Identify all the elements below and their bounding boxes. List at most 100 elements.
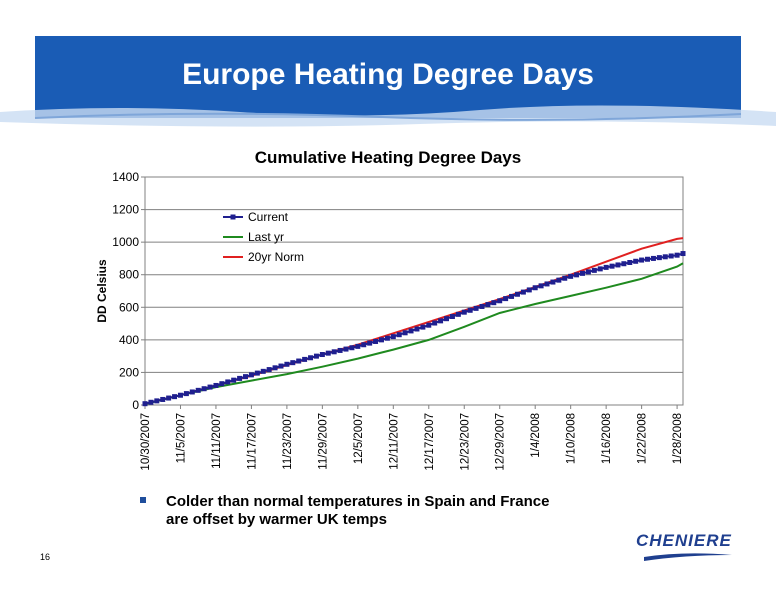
series-point-current <box>538 283 544 289</box>
series-point-current <box>609 263 615 269</box>
series-point-current <box>166 395 172 401</box>
chart-title: Cumulative Heating Degree Days <box>254 148 522 167</box>
x-tick-label: 11/5/2007 <box>175 413 187 463</box>
series-point-current <box>272 365 278 371</box>
cheniere-logo: CHENIERE <box>636 531 732 550</box>
series-point-current <box>432 320 438 326</box>
y-tick-label: 1400 <box>112 170 139 184</box>
header-wave-line <box>34 112 742 121</box>
header-banner: Europe Heating Degree Days <box>0 0 776 135</box>
y-tick-label: 1200 <box>112 203 139 217</box>
series-point-current <box>254 370 260 376</box>
series-point-current <box>331 349 337 355</box>
legend: Current Last yr 20yr Norm <box>223 210 304 264</box>
series-point-current <box>503 296 509 302</box>
series-point-current <box>142 401 148 407</box>
series-point-current <box>455 311 461 317</box>
series-point-current <box>172 394 178 400</box>
x-tick-label: 1/16/2008 <box>601 413 613 464</box>
x-tick-label: 12/23/2007 <box>459 413 471 471</box>
x-tick-label: 1/10/2008 <box>566 413 578 464</box>
series-point-current <box>656 255 662 261</box>
series-point-current <box>225 379 231 385</box>
x-tick-label: 1/4/2008 <box>530 413 542 458</box>
y-axis-label: DD Celsius <box>95 259 109 323</box>
y-tick-label: 800 <box>119 268 139 282</box>
series-point-current <box>633 258 639 264</box>
series-point-current <box>195 387 201 393</box>
series-point-current <box>603 264 609 270</box>
legend-label-20yr-norm: 20yr Norm <box>248 250 304 264</box>
legend-label-current: Current <box>248 210 289 224</box>
series-point-current <box>201 386 207 392</box>
series-point-current <box>550 279 556 285</box>
series-point-current <box>231 377 237 383</box>
bullet-square-icon <box>140 497 146 503</box>
bullet-text: Colder than normal temperatures in Spain… <box>166 493 550 528</box>
series-point-current <box>237 375 243 381</box>
series-point-current <box>361 342 367 348</box>
x-tick-label: 1/28/2008 <box>672 413 684 464</box>
series-point-current <box>491 300 497 306</box>
series-point-current <box>278 363 284 369</box>
series-point-current <box>248 372 254 378</box>
series-point-current <box>290 360 296 366</box>
series-point-current <box>444 316 450 322</box>
series-point-current <box>585 269 591 275</box>
header-wave <box>0 105 776 127</box>
grid-lines <box>145 176 683 406</box>
series-point-current <box>337 347 343 353</box>
series-point-current <box>639 257 645 263</box>
series-point-current <box>621 261 627 267</box>
x-tick-label: 11/23/2007 <box>282 413 294 470</box>
series-point-current <box>408 328 414 334</box>
series-point-current <box>449 314 455 320</box>
x-tick-label: 12/5/2007 <box>353 413 365 464</box>
series-point-current <box>183 391 189 397</box>
series-point-current <box>568 273 574 279</box>
series-point-current <box>574 272 580 278</box>
series-point-current <box>148 399 154 405</box>
series-point-current <box>260 368 266 374</box>
series-point-current <box>438 318 444 324</box>
series-point-current <box>680 251 686 257</box>
series-point-current <box>355 343 361 349</box>
series-point-current <box>467 307 473 313</box>
series-point-current <box>579 270 585 276</box>
series-point-current <box>544 281 550 287</box>
x-tick-label: 12/11/2007 <box>388 413 400 470</box>
series-point-current <box>207 384 213 390</box>
x-tick-label: 12/29/2007 <box>495 413 507 471</box>
y-tick-label: 600 <box>119 300 139 314</box>
logo-swoosh-icon <box>644 553 732 561</box>
series-point-current <box>284 361 290 367</box>
x-tick-label: 11/17/2007 <box>246 413 258 470</box>
series-point-current <box>556 277 562 283</box>
series-point-current <box>396 332 402 338</box>
series-point-current <box>390 334 396 340</box>
series-point-current <box>219 381 225 387</box>
series-point-current <box>373 338 379 344</box>
series-point-current <box>402 330 408 336</box>
series-point-current <box>520 289 526 295</box>
series-line-20yr-norm <box>144 237 684 405</box>
series-point-current <box>378 337 384 343</box>
legend-marker-current <box>230 214 236 220</box>
series-point-current <box>302 356 308 362</box>
series-point-current <box>514 291 520 297</box>
x-tick-label: 11/29/2007 <box>317 413 329 470</box>
x-axis: 10/30/2007 11/5/2007 11/11/2007 11/17/2007 1… <box>140 405 684 471</box>
y-tick-label: 0 <box>132 398 139 412</box>
series-point-current <box>213 382 219 388</box>
series-point-current <box>645 256 651 262</box>
y-tick-label: 1000 <box>112 235 139 249</box>
plot-area <box>144 176 684 406</box>
header-background <box>0 36 776 127</box>
series-point-current <box>668 253 674 259</box>
x-tick-label: 11/11/2007 <box>211 413 223 469</box>
series-point-current <box>189 389 195 395</box>
series-point-current <box>627 260 633 265</box>
series-point-current <box>532 285 538 291</box>
series-point-current <box>426 322 432 328</box>
series-point-current <box>497 298 503 304</box>
